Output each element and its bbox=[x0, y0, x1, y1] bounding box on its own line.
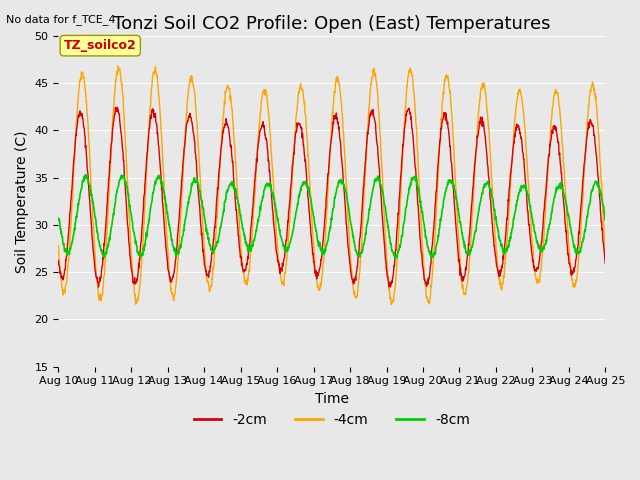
Y-axis label: Soil Temperature (C): Soil Temperature (C) bbox=[15, 130, 29, 273]
X-axis label: Time: Time bbox=[315, 392, 349, 406]
Text: No data for f_TCE_4: No data for f_TCE_4 bbox=[6, 14, 116, 25]
Legend: -2cm, -4cm, -8cm: -2cm, -4cm, -8cm bbox=[188, 408, 476, 432]
Text: TZ_soilco2: TZ_soilco2 bbox=[64, 39, 136, 52]
Title: Tonzi Soil CO2 Profile: Open (East) Temperatures: Tonzi Soil CO2 Profile: Open (East) Temp… bbox=[113, 15, 550, 33]
